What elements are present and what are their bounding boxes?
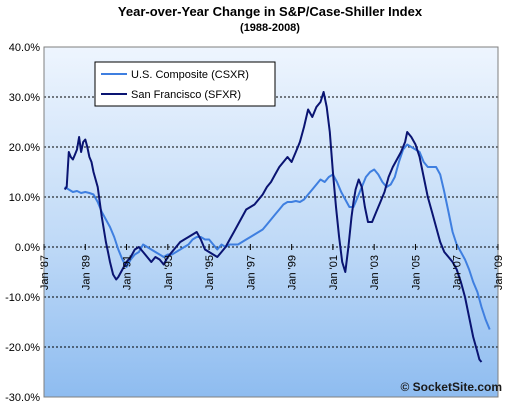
x-tick-label: Jan '89: [80, 255, 92, 290]
y-tick-label: 40.0%: [9, 42, 40, 54]
x-tick-label: Jan '01: [328, 255, 340, 290]
x-tick-label: Jan '09: [493, 255, 505, 290]
watermark: © SocketSite.com: [400, 380, 502, 394]
plot-border: [43, 46, 499, 398]
series-line-1: [63, 91, 483, 363]
chart-subtitle: (1988-2008): [240, 22, 300, 34]
x-tick-label: Jan '97: [245, 255, 257, 290]
x-tick-label: Jan '07: [452, 255, 464, 290]
x-tick-label: Jan '91: [122, 255, 134, 290]
legend-box: [94, 61, 276, 107]
chart-title: Year-over-Year Change in S&P/Case-Shille…: [118, 4, 423, 19]
y-tick-label: -20.0%: [5, 342, 40, 354]
x-tick-label: Jan '93: [163, 255, 175, 290]
x-tick-label: Jan '95: [204, 255, 216, 290]
y-tick-label: -10.0%: [5, 292, 40, 304]
legend-label-us-composite: U.S. Composite (CSXR): [131, 69, 249, 81]
x-tick-label: Jan '03: [369, 255, 381, 290]
y-tick-label: 20.0%: [9, 142, 40, 154]
x-tick-label: Jan '05: [410, 255, 422, 290]
legend: U.S. Composite (CSXR) San Francisco (SFX…: [94, 61, 276, 107]
x-tick-label: Jan '99: [287, 255, 299, 290]
series-group: [63, 91, 491, 363]
legend-label-san-francisco: San Francisco (SFXR): [131, 89, 241, 101]
y-tick-label: 30.0%: [9, 92, 40, 104]
x-tick-label: Jan '87: [39, 255, 51, 290]
y-axis: 40.0% 30.0% 20.0% 10.0% 0.0% -10.0% -20.0% -30.…: [5, 42, 40, 404]
y-tick-label: 10.0%: [9, 192, 40, 204]
x-axis: Jan '87 Jan '89 Jan '91 Jan '93 Jan '95 Jan '…: [39, 244, 505, 290]
series-line-0: [64, 143, 491, 330]
y-tick-label: 0.0%: [15, 242, 40, 254]
y-tick-label: -30.0%: [5, 392, 40, 404]
